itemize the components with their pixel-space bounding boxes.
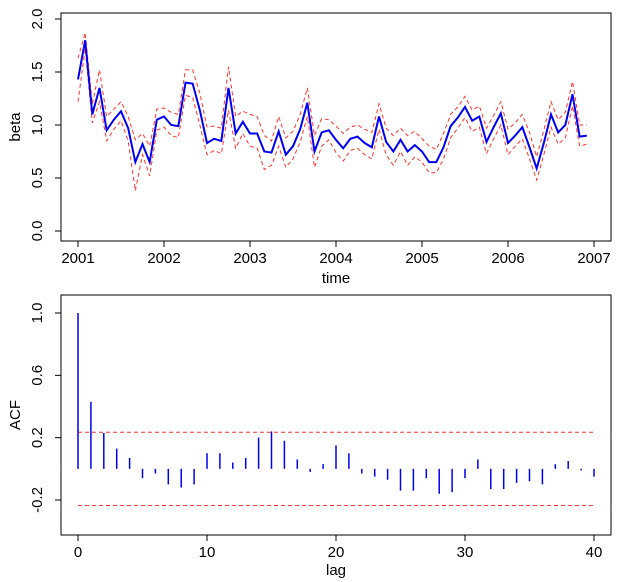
x-tick-label: 2005 <box>405 250 438 267</box>
x-tick-label: 2006 <box>491 250 524 267</box>
y-tick-label: 0.5 <box>29 168 46 189</box>
x-tick-label: 2002 <box>147 250 180 267</box>
y-tick-label: -0.2 <box>29 487 46 513</box>
y-tick-label: 1.0 <box>29 303 46 324</box>
y-tick-label: 0.6 <box>29 365 46 386</box>
x-tick-label: 2004 <box>319 250 352 267</box>
plot-frame <box>60 294 612 536</box>
y-tick-label: 0.2 <box>29 427 46 448</box>
y-tick-label: 0.0 <box>29 221 46 242</box>
x-axis-title: time <box>322 270 350 287</box>
x-tick-label: 2001 <box>61 250 94 267</box>
x-tick-label: 30 <box>457 544 474 561</box>
x-tick-label: 2003 <box>233 250 266 267</box>
y-axis: 0.0 0.5 1.0 1.5 2.0 <box>29 9 61 242</box>
acf-bars <box>77 313 595 494</box>
y-tick-label: 2.0 <box>29 9 46 30</box>
y-axis-title: beta <box>7 112 24 142</box>
plot-frame <box>60 12 612 242</box>
x-tick-label: 40 <box>586 544 603 561</box>
series-group <box>77 32 587 191</box>
series-line-lower-band <box>77 48 587 191</box>
confidence-bounds <box>78 431 594 506</box>
x-axis: 0 10 20 30 40 <box>74 535 603 561</box>
x-tick-label: 2007 <box>577 250 610 267</box>
y-axis-title: ACF <box>7 400 24 430</box>
series-line-upper-band <box>77 32 587 159</box>
y-axis: -0.2 0.2 0.6 1.0 <box>29 303 61 513</box>
series-line-estimate <box>77 40 587 172</box>
x-axis: 2001 2002 2003 2004 2005 2006 2007 <box>61 241 611 267</box>
x-tick-label: 20 <box>328 544 345 561</box>
acf-chart: 0 10 20 30 40 -0.2 0.2 0.6 1.0 lag ACF <box>7 294 612 579</box>
x-axis-title: lag <box>326 562 346 579</box>
x-tick-label: 0 <box>74 544 82 561</box>
y-tick-label: 1.0 <box>29 115 46 136</box>
x-tick-label: 10 <box>199 544 216 561</box>
beta-time-chart: 2001 2002 2003 2004 2005 2006 2007 0.0 0.5 1.0 1.… <box>7 9 612 287</box>
y-tick-label: 1.5 <box>29 62 46 83</box>
